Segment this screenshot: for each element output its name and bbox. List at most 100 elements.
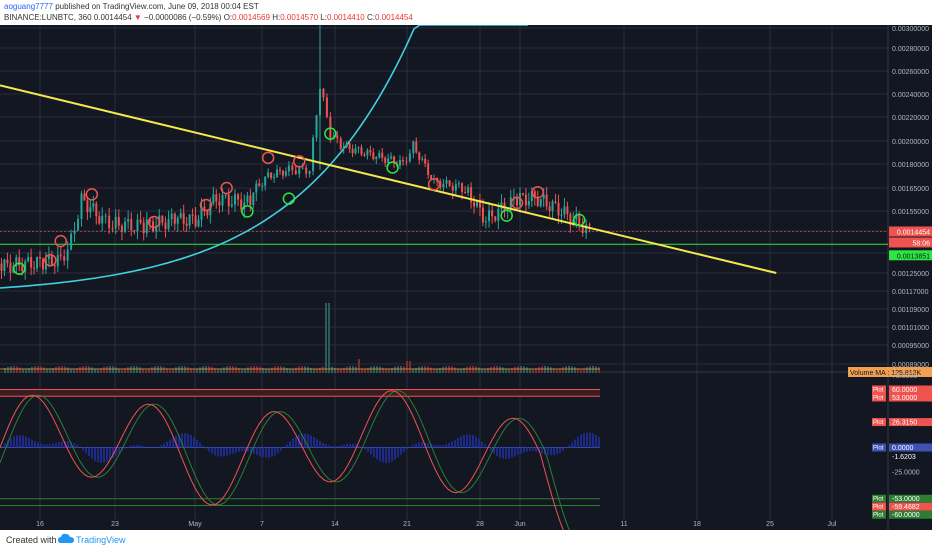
osc-histogram-bar (532, 447, 534, 452)
candle-body (430, 174, 433, 179)
volume-bar (589, 366, 591, 373)
volume-bar (289, 369, 291, 373)
osc-histogram-bar (130, 445, 132, 448)
candle-body (512, 196, 515, 198)
volume-bar (331, 366, 333, 373)
candle-body (108, 215, 111, 229)
price-label-text: 0.0014454 (897, 229, 930, 236)
y-tick-label: 0.00200000 (892, 139, 929, 146)
plot-label-name: Plot (873, 446, 884, 452)
candle-body (24, 261, 27, 272)
chart-canvas[interactable]: 0.00300000 0.00280000 0.00260000 0.00240000… (0, 25, 932, 530)
candle-body (270, 172, 273, 178)
osc-histogram-bar (208, 447, 210, 452)
volume-bar (574, 367, 576, 373)
osc-histogram-bar (394, 447, 396, 460)
osc-histogram-bar (343, 444, 345, 448)
volume-bar (448, 366, 450, 373)
volume-bar (583, 368, 585, 373)
plot-label: -1.6203 (889, 452, 932, 461)
plot-label-box (889, 494, 932, 503)
osc-histogram-bar (202, 445, 204, 448)
buy-marker (500, 209, 513, 222)
candle-body (89, 207, 92, 213)
volume-bar (439, 368, 441, 373)
osc-histogram-bar (247, 447, 249, 452)
volume-bar (241, 369, 243, 373)
osc-histogram-bar (253, 447, 255, 454)
osc-histogram-bar (46, 444, 48, 448)
volume-bar (460, 369, 462, 373)
volume-bar (178, 366, 180, 373)
plot-label-value: -60.0000 (892, 512, 920, 519)
osc-histogram-bar (103, 447, 105, 463)
candle-body (80, 193, 83, 219)
volume-bar (58, 366, 60, 373)
osc-histogram-bar (160, 445, 162, 448)
volume-bar (124, 368, 126, 373)
price-labels: 0.0014454 58:06 0.0013851 (889, 226, 932, 261)
osc-histogram-bar (448, 442, 450, 448)
osc-histogram-bar (145, 446, 147, 448)
candle-body (348, 143, 351, 150)
candle-body (581, 226, 584, 234)
tradingview-brand[interactable]: TradingView (76, 535, 126, 545)
volume-bar (220, 368, 222, 373)
volume-bar (349, 366, 351, 373)
candle-body (124, 221, 127, 232)
osc-tick-label: -25.0000 (892, 470, 920, 477)
volume-bar (595, 366, 597, 373)
osc-histogram-bar (91, 447, 93, 459)
osc-histogram-bar (49, 444, 51, 448)
volume-bar (292, 368, 294, 373)
osc-histogram-bar (301, 433, 303, 448)
osc-histogram-bar (397, 447, 399, 458)
osc-histogram-bar (556, 447, 558, 455)
volume-bar (151, 367, 153, 373)
volume-bar (346, 366, 348, 373)
osc-histogram-bar (373, 447, 375, 458)
high-label: H: (272, 13, 281, 22)
candle-body (554, 201, 557, 203)
candle-body (278, 169, 281, 171)
plot-label-box (889, 452, 932, 461)
y-tick-label: 0.00125000 (892, 271, 929, 278)
candle-body (398, 159, 401, 166)
volume-bar (304, 366, 306, 373)
volume-bars (4, 303, 600, 373)
volume-bar (472, 366, 474, 373)
candle-body (530, 191, 533, 202)
plot-label-tag (872, 494, 886, 503)
volume-bar (385, 369, 387, 373)
osc-histogram-bar (196, 439, 198, 448)
y-tick-label: 0.00101000 (892, 325, 929, 332)
candle-body (298, 168, 301, 175)
osc-histogram-bar (226, 447, 228, 456)
sell-marker (510, 196, 524, 210)
volume-bar (307, 366, 309, 373)
candle-body (560, 214, 563, 216)
volume-bar (7, 366, 9, 373)
volume-bar (22, 368, 24, 373)
osc-histogram-bar (427, 443, 429, 448)
candle-body (569, 214, 572, 226)
candle-body (405, 161, 408, 163)
volume-bar (367, 367, 369, 373)
volume-bar (271, 367, 273, 373)
osc-histogram-bar (286, 444, 288, 448)
candle-body (66, 249, 69, 261)
volume-bar (232, 366, 234, 373)
volume-bar (25, 369, 27, 373)
candle-body (284, 171, 287, 176)
author-link[interactable]: aoguang7777 (4, 2, 53, 11)
candle-body (200, 206, 203, 220)
sell-marker (220, 181, 233, 195)
buy-marker (282, 192, 296, 205)
osc-histogram-bar (385, 447, 387, 463)
candle-body (542, 194, 545, 199)
candle-body (133, 230, 136, 232)
y-tick-label: 0.00260000 (892, 69, 929, 76)
osc-histogram-bar (10, 438, 12, 448)
candle-body (369, 150, 372, 153)
signal-markers (13, 127, 586, 275)
